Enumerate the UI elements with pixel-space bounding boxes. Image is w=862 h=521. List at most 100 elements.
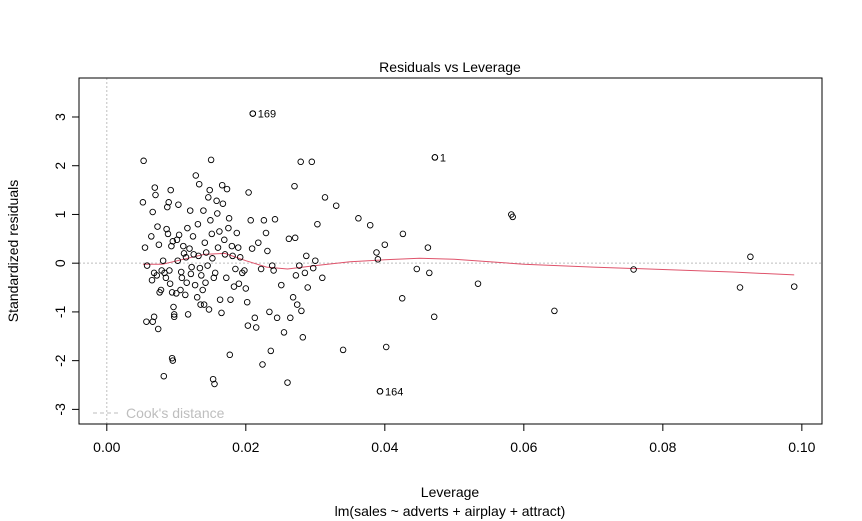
data-point: [207, 217, 214, 224]
x-tick-label: 0.04: [371, 439, 398, 455]
data-point: [234, 244, 242, 251]
data-point: [293, 301, 301, 308]
data-point: [299, 334, 307, 341]
data-point: [140, 157, 147, 165]
data-point: [154, 325, 162, 333]
data-point: [195, 252, 202, 260]
data-point: [177, 286, 184, 294]
data-point: [314, 220, 321, 228]
data-point: [225, 215, 233, 222]
x-tick-label: 0.10: [788, 439, 815, 455]
data-point: [291, 234, 299, 242]
data-point: [304, 284, 311, 291]
y-tick-label: 3: [52, 113, 68, 121]
data-point: [270, 267, 277, 274]
data-point: [168, 289, 176, 296]
data-point: [228, 242, 236, 250]
data-point: [229, 252, 236, 260]
data-point: [248, 245, 256, 252]
data-point: [139, 199, 147, 206]
data-point: [205, 306, 213, 313]
data-point: [201, 239, 209, 246]
cooks-distance-legend: Cook's distance: [93, 405, 225, 421]
data-point: [188, 263, 195, 271]
data-point: [208, 230, 216, 238]
data-point: [736, 284, 744, 291]
data-point: [399, 230, 407, 238]
data-point: [235, 280, 243, 287]
labeled-data-point: [376, 388, 384, 395]
data-point: [430, 313, 438, 321]
data-point: [226, 351, 234, 359]
data-point: [152, 191, 159, 199]
data-point: [218, 309, 225, 317]
data-point: [150, 313, 158, 321]
data-point: [200, 207, 207, 214]
data-point: [160, 372, 168, 380]
data-point: [303, 252, 310, 260]
data-point: [164, 230, 172, 238]
data-point: [165, 199, 172, 206]
point-label: 1: [440, 152, 446, 164]
data-point: [168, 242, 175, 250]
point-labels: 169 1 164: [249, 109, 446, 398]
data-point: [251, 314, 259, 322]
data-point: [202, 249, 210, 256]
data-point: [292, 272, 300, 279]
y-tick-label: -2: [52, 354, 68, 367]
data-point: [245, 189, 252, 196]
data-point: [255, 239, 262, 246]
data-point: [355, 215, 362, 222]
data-point: [266, 308, 273, 316]
data-point: [221, 251, 229, 258]
y-tick-label: 0: [52, 259, 68, 267]
data-point: [424, 244, 432, 251]
x-axis-label: Leverage: [421, 484, 480, 500]
data-point: [223, 185, 231, 193]
data-points: [139, 110, 798, 395]
data-point: [162, 274, 170, 282]
data-point: [273, 314, 281, 322]
data-point: [167, 186, 174, 194]
data-point: [308, 158, 316, 166]
reference-lines: [79, 78, 822, 424]
data-point: [382, 343, 390, 351]
data-point: [312, 257, 319, 264]
data-point: [321, 194, 329, 201]
data-point: [187, 270, 195, 278]
data-point: [209, 255, 216, 262]
data-point: [289, 294, 297, 301]
data-point: [186, 207, 194, 214]
data-point: [154, 223, 161, 230]
data-point: [230, 283, 238, 290]
data-point: [213, 197, 220, 205]
data-point: [257, 265, 265, 273]
data-point: [170, 313, 178, 321]
point-label: 169: [258, 109, 276, 121]
data-point: [252, 324, 260, 331]
data-point: [285, 235, 293, 243]
data-point: [202, 279, 209, 286]
data-point: [184, 224, 191, 232]
data-point: [319, 274, 326, 282]
data-point: [236, 254, 244, 261]
data-point: [301, 269, 309, 277]
data-point: [151, 184, 159, 191]
data-point: [216, 296, 224, 303]
data-point: [223, 274, 230, 282]
data-point: [196, 264, 204, 272]
data-point: [166, 280, 174, 287]
data-point: [278, 281, 285, 289]
data-point: [149, 208, 156, 216]
x-tick-label: 0.08: [649, 439, 676, 455]
data-point: [183, 279, 190, 286]
data-point: [244, 322, 252, 329]
data-point: [199, 286, 206, 294]
y-axis: -3 -2 -1 0 1 2 3: [52, 113, 80, 416]
data-point: [243, 298, 251, 306]
data-point: [218, 181, 226, 189]
data-point: [143, 262, 151, 269]
data-point: [141, 244, 149, 251]
data-point: [184, 311, 192, 318]
